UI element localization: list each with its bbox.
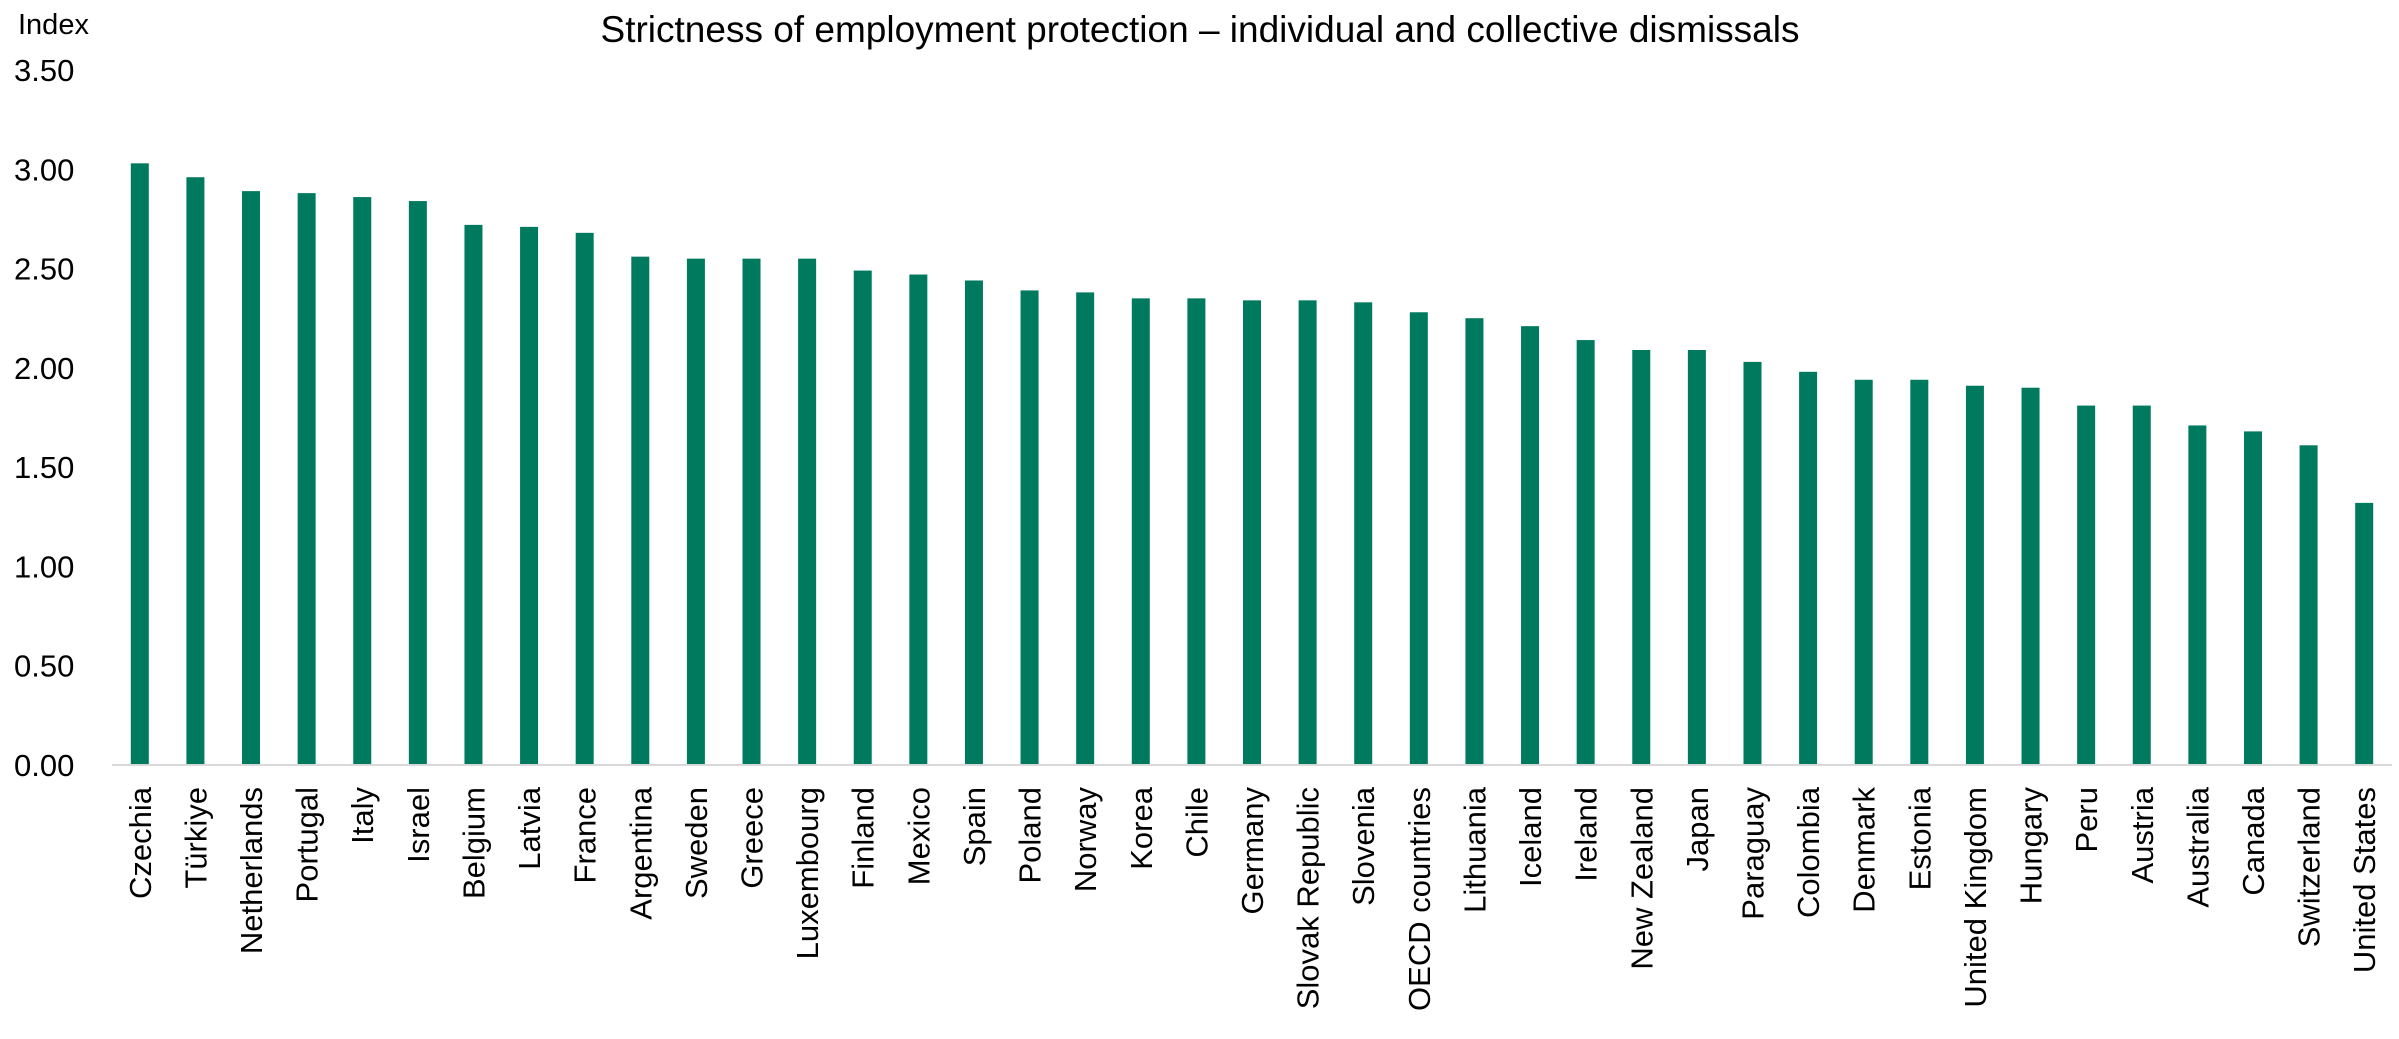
bars bbox=[130, 163, 2374, 766]
bar bbox=[242, 191, 261, 766]
y-axis-ticks: 0.00 0.50 1.00 1.50 2.00 2.50 3.00 3.50 bbox=[14, 53, 74, 783]
bar bbox=[964, 280, 983, 765]
x-tick-label: Denmark bbox=[1847, 787, 1882, 913]
y-tick-label: 3.00 bbox=[14, 152, 74, 187]
x-tick-label: Finland bbox=[846, 787, 881, 889]
bar bbox=[2188, 425, 2207, 765]
x-tick-label: Mexico bbox=[901, 787, 936, 885]
bar bbox=[353, 197, 372, 766]
bar bbox=[1632, 349, 1651, 765]
x-tick-label: New Zealand bbox=[1624, 787, 1659, 970]
x-tick-label: Korea bbox=[1124, 786, 1159, 869]
y-axis-label: Index bbox=[18, 9, 89, 41]
bar bbox=[2021, 387, 2040, 765]
bar bbox=[575, 232, 594, 766]
x-tick-label: Slovenia bbox=[1346, 786, 1381, 906]
x-tick-label: Peru bbox=[2069, 787, 2104, 852]
bar bbox=[798, 258, 817, 765]
bar bbox=[1465, 318, 1484, 765]
bar bbox=[1020, 290, 1039, 765]
x-tick-label: Chile bbox=[1179, 787, 1214, 858]
x-axis-ticks: Czechia Türkiye Netherlands Portugal Italy Is… bbox=[123, 786, 2382, 1011]
bar bbox=[1521, 326, 1540, 765]
x-tick-label: Paraguay bbox=[1735, 787, 1770, 920]
x-tick-label: Portugal bbox=[290, 787, 325, 902]
y-tick-label: 0.00 bbox=[14, 748, 74, 783]
x-tick-label: OECD countries bbox=[1402, 787, 1437, 1011]
y-tick-label: 2.50 bbox=[14, 252, 74, 287]
x-tick-label: Greece bbox=[735, 787, 770, 889]
x-tick-label: Germany bbox=[1235, 787, 1270, 915]
bar bbox=[1910, 379, 1929, 765]
bar bbox=[2243, 431, 2262, 765]
bar bbox=[742, 258, 761, 765]
x-tick-label: Latvia bbox=[512, 786, 547, 869]
chart-title: Strictness of employment protection – in… bbox=[601, 9, 1800, 50]
bar bbox=[1131, 298, 1150, 765]
x-tick-label: Estonia bbox=[1902, 786, 1937, 890]
x-tick-label: Belgium bbox=[456, 787, 491, 899]
y-tick-label: 1.00 bbox=[14, 549, 74, 584]
x-tick-label: Argentina bbox=[623, 786, 658, 919]
bar bbox=[2355, 502, 2374, 765]
bar bbox=[631, 256, 650, 765]
bar bbox=[1076, 292, 1095, 765]
x-tick-label: Luxembourg bbox=[790, 787, 825, 959]
x-tick-label: Switzerland bbox=[2292, 787, 2327, 947]
x-tick-label: Norway bbox=[1068, 787, 1103, 893]
bar bbox=[464, 224, 483, 765]
x-tick-label: Iceland bbox=[1513, 787, 1548, 887]
bar bbox=[130, 163, 149, 766]
x-tick-label: Israel bbox=[401, 787, 436, 863]
x-tick-label: Netherlands bbox=[234, 787, 269, 954]
bar bbox=[1576, 340, 1595, 765]
x-tick-label: Australia bbox=[2180, 786, 2215, 907]
bar bbox=[909, 274, 928, 765]
x-tick-label: Italy bbox=[345, 787, 380, 844]
bar bbox=[1854, 379, 1873, 765]
bar bbox=[297, 193, 316, 766]
x-tick-label: United Kingdom bbox=[1958, 787, 1993, 1008]
bar bbox=[1409, 312, 1428, 765]
x-tick-label: Hungary bbox=[2014, 787, 2049, 905]
x-tick-label: Sweden bbox=[679, 787, 714, 899]
y-tick-label: 2.00 bbox=[14, 351, 74, 386]
bar bbox=[1187, 298, 1206, 765]
x-tick-label: Lithuania bbox=[1457, 786, 1492, 913]
y-tick-label: 1.50 bbox=[14, 450, 74, 485]
bar bbox=[2132, 405, 2151, 765]
bar bbox=[853, 270, 872, 765]
bar bbox=[2299, 445, 2318, 765]
bar bbox=[1965, 385, 1984, 765]
x-tick-label: Colombia bbox=[1791, 786, 1826, 918]
bar bbox=[2077, 405, 2096, 765]
x-tick-label: Japan bbox=[1680, 787, 1715, 871]
bar bbox=[1243, 300, 1261, 765]
bar bbox=[408, 201, 427, 766]
bar bbox=[1799, 371, 1818, 765]
y-tick-label: 0.50 bbox=[14, 649, 74, 684]
x-tick-label: Canada bbox=[2236, 786, 2271, 895]
bar bbox=[520, 226, 539, 765]
bar bbox=[1687, 349, 1706, 765]
x-tick-label: Slovak Republic bbox=[1291, 787, 1326, 1009]
x-tick-label: Türkiye bbox=[178, 787, 213, 889]
bar bbox=[186, 177, 205, 765]
x-tick-label: France bbox=[568, 787, 603, 883]
x-tick-label: Poland bbox=[1013, 787, 1048, 884]
x-tick-label: Spain bbox=[957, 787, 992, 866]
bar bbox=[1743, 361, 1762, 765]
bar bbox=[686, 258, 705, 765]
y-tick-label: 3.50 bbox=[14, 53, 74, 88]
x-tick-label: Ireland bbox=[1569, 787, 1604, 882]
bar bbox=[1298, 300, 1317, 765]
bar bbox=[1354, 302, 1373, 765]
x-tick-label: United States bbox=[2347, 787, 2382, 973]
x-tick-label: Czechia bbox=[123, 786, 158, 899]
x-tick-label: Austria bbox=[2125, 786, 2160, 883]
